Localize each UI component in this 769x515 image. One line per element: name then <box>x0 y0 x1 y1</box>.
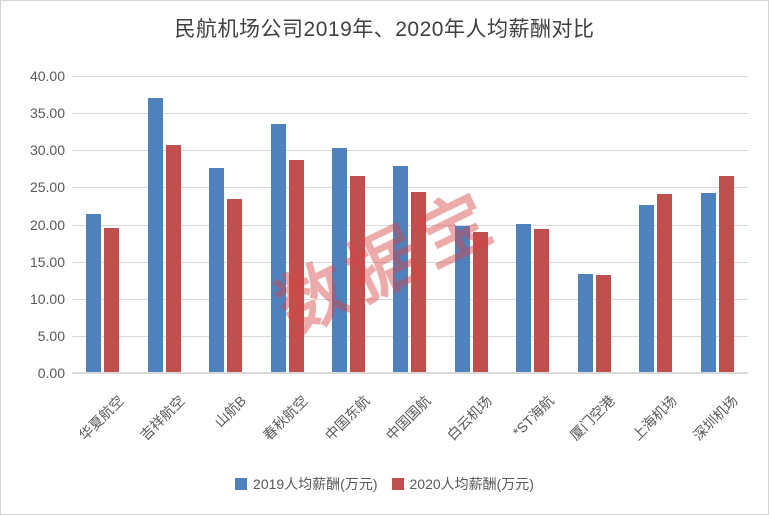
y-axis-tick-label: 30.00 <box>29 142 65 159</box>
y-axis-tick-label: 25.00 <box>29 179 65 196</box>
legend-item-2020: 2020人均薪酬(万元) <box>391 474 534 494</box>
bar-2020-1 <box>165 144 181 372</box>
legend-label: 2019人均薪酬(万元) <box>253 476 378 492</box>
x-axis-tick-label: 吉祥航空 <box>136 392 188 444</box>
legend-color-swatch <box>391 478 404 490</box>
bar-2019-0 <box>86 213 102 372</box>
y-axis-tick-label: 15.00 <box>29 253 65 270</box>
legend: 2019人均薪酬(万元) 2020人均薪酬(万元) <box>1 474 768 494</box>
gridline <box>72 187 748 189</box>
bar-group <box>72 76 133 372</box>
bar-2019-8 <box>577 274 593 372</box>
gridline <box>72 335 748 337</box>
x-axis-tick-label: 厦门空港 <box>567 392 619 444</box>
bar-2019-3 <box>270 124 286 372</box>
bar-2020-10 <box>718 175 734 372</box>
bar-group <box>195 76 256 372</box>
bar-2019-1 <box>147 98 163 372</box>
bar-group <box>256 76 317 372</box>
bar-2019-4 <box>332 147 348 372</box>
x-axis-tick-label: 白云机场 <box>444 392 496 444</box>
gridline <box>72 261 748 263</box>
x-axis-line <box>72 372 748 374</box>
bar-2019-9 <box>639 204 655 372</box>
bar-2019-6 <box>454 225 470 372</box>
y-axis-tick-label: 5.00 <box>37 327 65 344</box>
x-axis-tick-label: 华夏航空 <box>75 392 127 444</box>
bar-group <box>564 76 625 372</box>
gridline <box>72 76 748 77</box>
y-axis-tick-label: 35.00 <box>29 105 65 122</box>
bar-2020-0 <box>104 227 120 372</box>
legend-color-swatch <box>235 478 248 490</box>
x-axis-tick-label: 中国国航 <box>382 392 434 444</box>
legend-label: 2020人均薪酬(万元) <box>409 476 534 492</box>
x-axis-tick-label: 春秋航空 <box>259 392 311 444</box>
bar-group <box>502 76 563 372</box>
bar-2020-3 <box>288 159 304 372</box>
bar-group <box>379 76 440 372</box>
legend-item-2019: 2019人均薪酬(万元) <box>235 474 378 494</box>
bar-2020-6 <box>472 231 488 372</box>
bar-group <box>318 76 379 372</box>
bar-group <box>687 76 748 372</box>
bar-2020-7 <box>534 229 550 372</box>
bar-2020-8 <box>595 274 611 372</box>
bar-2019-5 <box>393 165 409 372</box>
gridline <box>72 224 748 226</box>
bar-2020-4 <box>350 175 366 372</box>
gridline <box>72 298 748 300</box>
y-axis-tick-label: 20.00 <box>29 216 65 233</box>
gridline <box>72 150 748 152</box>
x-axis-tick-label: 上海机场 <box>628 392 680 444</box>
bar-2020-9 <box>657 193 673 372</box>
x-axis-tick-label: 中国东航 <box>321 392 373 444</box>
y-axis-tick-label: 40.00 <box>29 68 65 84</box>
bar-2020-5 <box>411 192 427 372</box>
bar-group <box>441 76 502 372</box>
x-axis-tick-label: 山航B <box>211 392 250 431</box>
y-axis-tick-label: 10.00 <box>29 290 65 307</box>
bar-2019-10 <box>700 193 716 372</box>
bar-2019-2 <box>209 167 225 372</box>
bar-2019-7 <box>516 224 532 372</box>
y-axis-tick-label: 0.00 <box>37 365 65 381</box>
bar-2020-2 <box>227 199 243 372</box>
x-axis-tick-label: 深圳机场 <box>690 392 741 444</box>
bar-group <box>625 76 686 372</box>
bar-group <box>133 76 194 372</box>
gridline <box>72 113 748 115</box>
x-axis-tick-label: *ST海航 <box>509 392 557 441</box>
chart-title: 民航机场公司2019年、2020年人均薪酬对比 <box>174 18 595 41</box>
